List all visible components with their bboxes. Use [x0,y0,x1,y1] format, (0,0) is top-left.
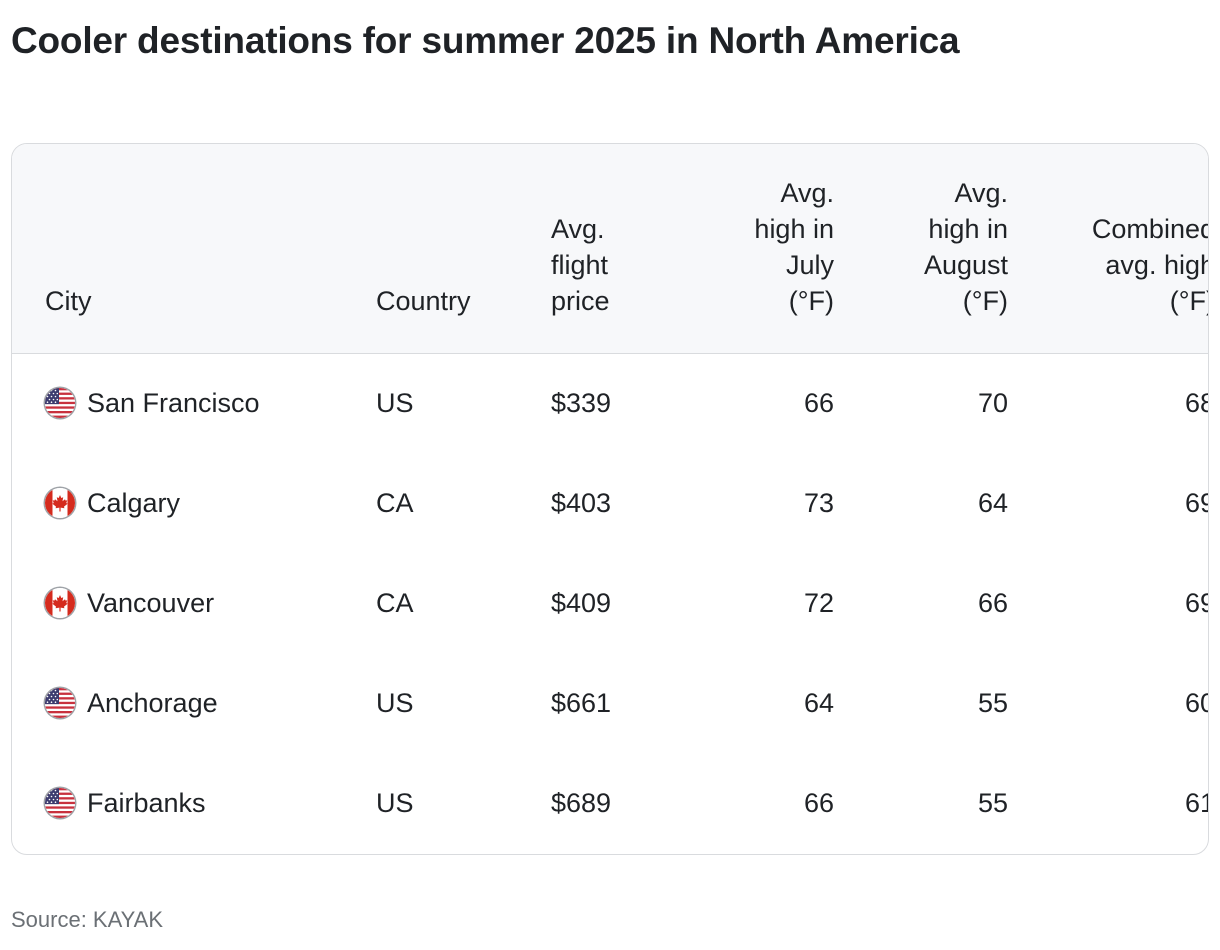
city-name: Fairbanks [87,787,206,818]
header-avg-flight-price: Avg. flight price [551,144,701,354]
canada-flag-icon [45,588,75,618]
cell-avg-flight-price: $403 [551,487,612,518]
cell-avg-high-july: 66 [803,787,834,818]
cell-avg-high-july: 72 [803,587,834,618]
us-flag-icon [45,788,75,818]
cell-avg-high-august: 70 [977,387,1008,418]
cell-avg-flight-price: $689 [551,787,612,818]
table-row: San Francisco US $339 66 70 68 [12,353,1208,453]
us-flag-icon [45,688,75,718]
table-row: Anchorage US $661 64 55 60 [12,653,1208,753]
header-city: City [12,144,376,354]
table-header-row: City Country Avg. flight price Avg. high… [12,144,1208,354]
cell-avg-high-august: 55 [977,787,1008,818]
cell-avg-high-august: 64 [977,487,1008,518]
cell-avg-high-august: 55 [977,687,1008,718]
source-note: Source: KAYAK [11,907,164,932]
cell-avg-high-july: 64 [803,687,834,718]
cell-country: US [376,387,414,418]
cell-city: Fairbanks [12,753,376,853]
header-country: Country [376,144,551,354]
destinations-table-card: City Country Avg. flight price Avg. high… [11,143,1209,855]
city-name: San Francisco [87,387,260,418]
destinations-table: City Country Avg. flight price Avg. high… [12,144,1208,853]
cell-avg-high-july: 66 [803,387,834,418]
us-flag-icon [45,388,75,419]
table-row: Calgary CA $403 73 64 69 [12,453,1208,553]
cell-city: Vancouver [12,553,376,653]
cell-combined-avg-high: 69 [1184,587,1208,618]
cell-avg-flight-price: $661 [551,687,612,718]
page-title: Cooler destinations for summer 2025 in N… [11,20,960,61]
cell-city: Anchorage [12,653,376,753]
cell-avg-flight-price: $409 [551,587,612,618]
header-avg-high-july: Avg. high in July (°F) [701,144,834,354]
city-name: Calgary [87,487,181,518]
cell-city: San Francisco [12,353,376,453]
cell-country: US [376,687,414,718]
cell-country: CA [376,587,414,618]
cell-combined-avg-high: 68 [1184,387,1208,418]
cell-country: CA [376,487,414,518]
table-row: Fairbanks US $689 66 55 61 [12,753,1208,853]
cell-avg-high-august: 66 [977,587,1008,618]
cell-combined-avg-high: 61 [1184,787,1208,818]
city-name: Vancouver [87,587,215,618]
cell-country: US [376,787,414,818]
cell-combined-avg-high: 69 [1184,487,1208,518]
cell-avg-flight-price: $339 [551,387,612,418]
header-avg-high-august: Avg. high in August (°F) [834,144,1008,354]
canada-flag-icon [45,488,75,518]
table-row: Vancouver CA $409 72 66 69 [12,553,1208,653]
cell-combined-avg-high: 60 [1184,687,1208,718]
header-combined-avg-high: Combined avg. high (°F) [1008,144,1208,354]
city-name: Anchorage [87,687,218,718]
cell-city: Calgary [12,453,376,553]
cell-avg-high-july: 73 [803,487,834,518]
